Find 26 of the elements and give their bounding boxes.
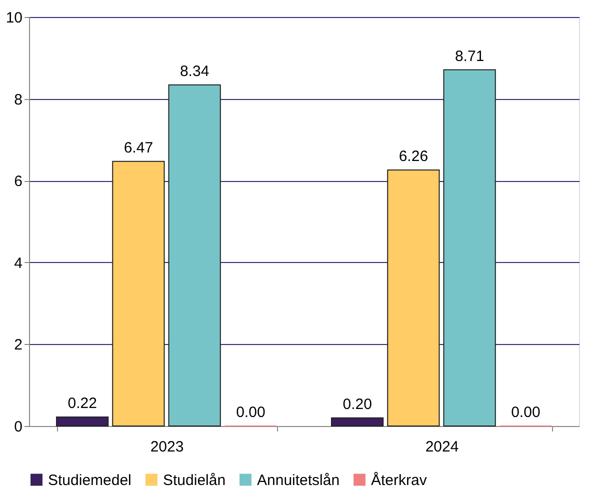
x-tick-label: 2024 [425, 438, 459, 456]
data-label: 8.71 [454, 48, 484, 65]
y-tick-label: 8 [14, 91, 22, 108]
bar [112, 160, 165, 426]
data-label: 6.26 [398, 148, 428, 165]
y-tick-label: 2 [14, 336, 22, 354]
data-label: 0.00 [236, 404, 266, 421]
y-tick-label: 6 [14, 173, 22, 190]
bar [331, 417, 384, 426]
legend-label: Studielån [163, 472, 226, 489]
bar [56, 416, 109, 426]
legend-label: Annuitetslån [257, 472, 340, 489]
data-label: 0.00 [511, 404, 540, 421]
bar [443, 69, 496, 426]
data-label: 0.22 [68, 395, 97, 412]
bar [168, 84, 221, 426]
legend-label: Studiemedel [48, 472, 132, 489]
x-tick-label: 2023 [150, 438, 184, 456]
data-label: 8.34 [180, 62, 210, 80]
y-tick-label: 10 [6, 10, 22, 26]
bar [387, 169, 440, 426]
y-tick-label: 0 [14, 418, 22, 436]
data-label: 0.20 [342, 396, 372, 413]
y-tick-label: 4 [14, 254, 22, 272]
legend-label: Återkrav [371, 470, 428, 489]
data-label: 6.47 [124, 139, 154, 156]
